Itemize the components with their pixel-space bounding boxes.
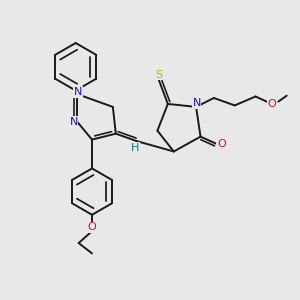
Text: O: O [268, 99, 276, 109]
Text: N: N [193, 98, 201, 108]
Text: O: O [217, 139, 226, 149]
Text: H: H [131, 142, 139, 153]
Text: S: S [155, 70, 163, 80]
Text: O: O [88, 222, 96, 232]
Text: N: N [69, 117, 78, 127]
Text: N: N [74, 87, 82, 97]
